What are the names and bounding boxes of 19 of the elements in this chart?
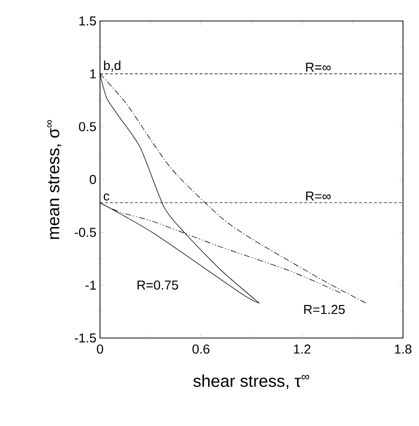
y-tick-label: 1 [90,69,96,78]
ref-line-label: R=∞ [306,192,331,201]
x-tick-label: 1.8 [394,344,412,354]
annotation: R=1.25 [304,304,345,314]
y-axis-title: mean stress, σ$^{∞}$ [47,120,62,239]
y-tick-label: 0.5 [78,122,96,132]
annotation: c [104,193,110,201]
y-tick-label: -1 [86,280,96,290]
x-tick-label: 1.2 [294,344,310,354]
annotation: b,d [104,60,120,72]
ref-line-label: R=∞ [306,62,331,72]
y-tick-label: 0 [90,174,96,184]
x-axis-title: shear stress, τ$^{∞}$ [193,374,310,389]
x-tick-label: 0.6 [192,344,210,354]
annotation: R=0.75 [138,280,178,290]
y-tick-label: 1.5 [79,16,96,26]
y-tick-label: -0.5 [74,228,96,237]
x-tick-label: 0 [96,344,104,354]
y-tick-label: -1.5 [74,333,96,343]
